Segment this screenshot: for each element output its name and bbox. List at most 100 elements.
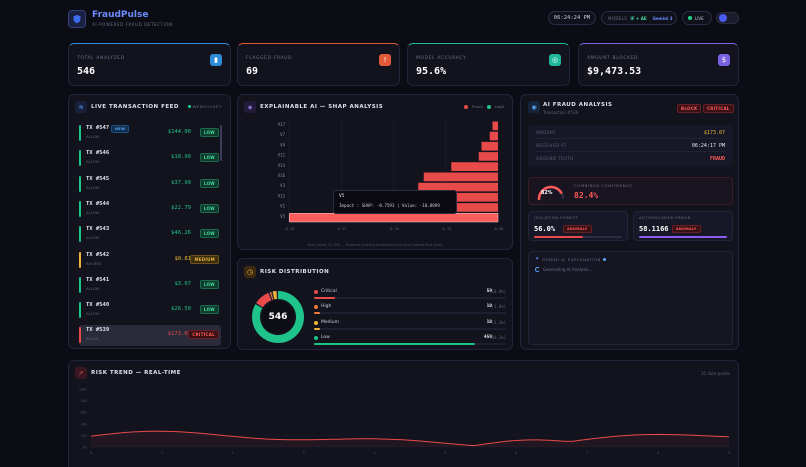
shap-bar[interactable] [489,131,498,141]
risk-indicator [79,200,81,217]
risk-dot-icon [314,320,318,325]
confidence-value: 82.4% [574,191,599,200]
analysis-subtitle: Transaction #539 [543,110,579,115]
dollar-icon: $ [718,54,730,66]
legend-legit-dot-icon [486,104,491,109]
confidence-label: COMBINED CONFIDENCE [574,183,633,188]
ae-badge: ANOMALY [672,225,701,233]
tx-id: TX #544 [86,200,110,207]
transaction-row[interactable]: TX #540 ALLOW $26.50 LOW [79,300,221,322]
tx-id: TX #545 [86,175,110,182]
iso-track [534,236,622,238]
shap-feature-label: V14 [278,163,286,168]
stat-label: TOTAL ANALYZED [77,56,125,61]
donut-slice[interactable] [256,292,272,308]
shap-title: EXPLAINABLE AI — SHAP ANALYSIS [260,104,384,110]
risk-row[interactable]: Critical 59 (10.8%) [314,289,506,305]
models-pill: MODELS IF + AE Gemini 3 [601,11,677,25]
risk-indicator [79,276,81,293]
shap-feature-label: V7 [280,132,285,137]
risk-donut-chart [252,291,304,343]
gemini-title: GEMINI AI EXPLANATION [542,257,601,262]
ae-label: AUTOENCODER ERROR [639,216,691,220]
shap-tooltip: V5 Impact : SHAP: -0.7593 | Value: -10.8… [333,190,457,214]
critical-tag-text: CRITICAL [707,106,730,111]
gauge-value: 82% [541,191,553,196]
risk-trend-panel: ↗ RISK TREND — REAL-TIME 31 data points … [68,360,739,467]
toggle-knob-icon [719,14,727,22]
shap-bar[interactable] [418,182,498,192]
gauge-fill [537,185,563,201]
transaction-row[interactable]: TX #546 ALLOW $18.99 LOW [79,148,221,170]
risk-indicator [79,251,81,268]
tx-risk-badge-text: MEDIUM [194,256,215,262]
kv-received-key: RECEIVED AT [536,143,567,148]
shap-tick-label: -0.00 [493,227,504,231]
transaction-row[interactable]: TX #544 ALLOW $22.79 LOW [79,199,221,221]
tx-status: ALLOW [86,159,100,165]
trend-points: 31 data points [701,371,730,376]
feed-scrollbar[interactable] [220,125,222,161]
theme-toggle[interactable] [716,12,739,24]
donut-slice[interactable] [252,291,304,343]
tx-risk-badge-text: CRITICAL [192,332,215,338]
shap-feature-label: V11 [278,153,286,158]
feed-status-label: WEBSOCKET [192,104,222,109]
legend-fraud: Fraud [472,104,483,109]
stat-card: AMOUNT BLOCKED $9,473.53 $ [578,43,739,86]
stat-value: $9,473.53 [587,66,642,77]
shap-feature-label: V17 [278,122,286,127]
tx-risk-badge: CRITICAL [188,330,219,340]
tx-risk-badge-text: LOW [203,155,215,161]
clock-icon: ◷ [244,266,256,278]
transaction-row[interactable]: TX #541 ALLOW $3.07 LOW [79,275,221,297]
transaction-row[interactable]: TX #545 ALLOW $37.99 LOW [79,174,221,196]
analysis-details: AMOUNT $173.07 RECEIVED AT 06:24:17 PM GRO… [528,125,733,167]
trend-x-tick: 9 [728,451,730,455]
risk-pct: (1.8%) [491,304,506,310]
risk-dot-icon [314,335,318,340]
trend-icon: ↗ [75,367,87,379]
shap-bar[interactable] [423,172,498,182]
iso-value: 56.0% [534,225,556,233]
risk-row[interactable]: Medium 18 (3.3%) [314,320,506,336]
tx-risk-badge-text: LOW [203,281,215,287]
shap-bar[interactable] [481,141,499,151]
risk-indicator [79,125,81,141]
kv-truth-value: FRAUD [709,156,725,162]
transaction-row[interactable]: TX #547 NEW ALLOW $144.00 LOW [79,123,221,145]
stat-value: 546 [77,66,96,77]
shap-bar[interactable] [451,162,498,171]
kv-amount-key: AMOUNT [536,130,557,135]
tooltip-feature: V5 [339,194,345,199]
shap-feature-label: V12 [278,193,286,198]
trend-x-tick: 0 [90,451,92,455]
tx-risk-badge-text: LOW [203,307,215,313]
shap-bar[interactable] [492,121,499,131]
shap-bar[interactable] [478,152,498,161]
transaction-row[interactable]: TX #539 BLOCK $173.07 CRITICAL [79,325,221,347]
transaction-row[interactable]: TX #542 REVIEW $0.81 MEDIUM [79,250,221,272]
status-dot-icon [187,105,191,108]
new-badge-text: NEW [115,127,126,131]
trend-x-tick: 5 [444,451,446,455]
stat-label: AMOUNT BLOCKED [587,56,639,61]
risk-row[interactable]: High 10 (1.8%) [314,304,506,320]
risk-count: 10 [486,304,492,310]
risk-row[interactable]: Low 459 (84.1%) [314,335,506,351]
kv-truth: GROUND TRUTH FRAUD [536,153,725,165]
risk-indicator [79,327,81,344]
tx-amount: $46.26 [171,230,191,237]
tx-id: TX #540 [86,302,110,309]
live-indicator: LIVE [682,11,712,25]
tx-status: ALLOW [86,285,100,291]
stat-card: MODEL ACCURACY 95.6% ◎ [407,43,570,86]
stat-value: 69 [246,66,259,77]
shap-chart: V17 V7 V4 V11 V14 V16 V3 V12 V1 V5 -0.76 -0.57 -0.38… [278,117,504,231]
tx-amount: $18.99 [171,154,191,161]
shap-bar[interactable] [288,213,499,223]
transaction-row[interactable]: TX #543 ALLOW $46.26 LOW [79,224,221,246]
models-label: MODELS [608,15,628,21]
stat-value: 95.6% [416,66,447,77]
iso-fill [534,236,584,238]
